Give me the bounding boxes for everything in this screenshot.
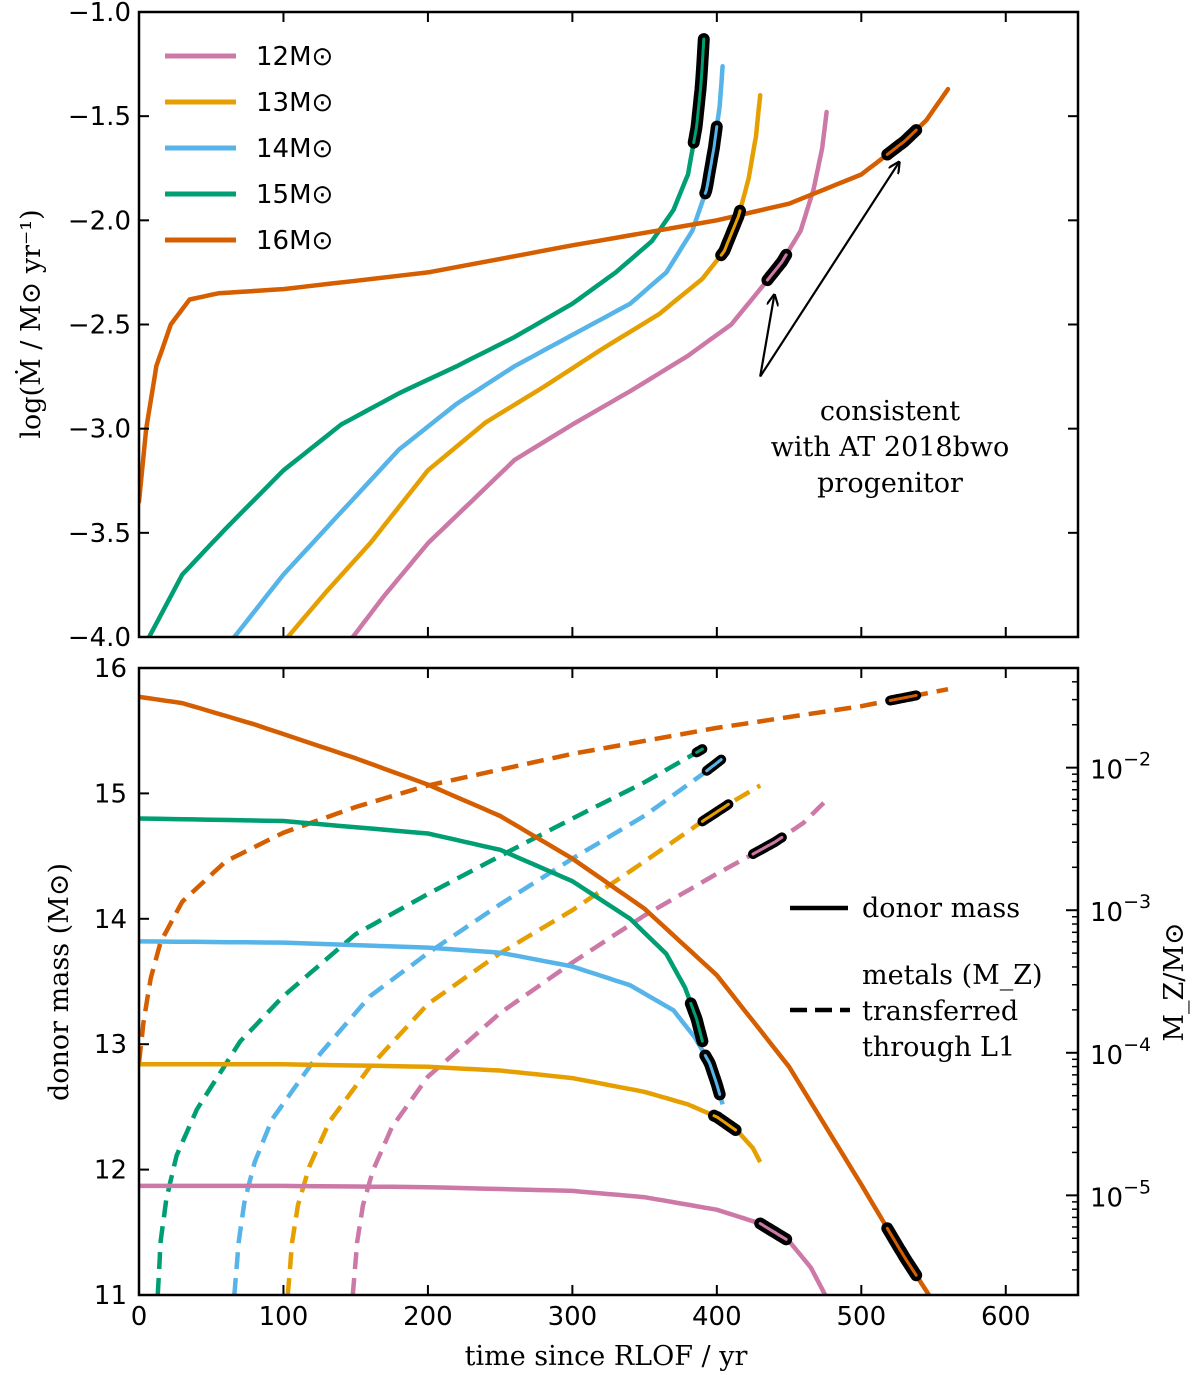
bottom-plot-frame [137,666,1080,1297]
top-ytick-label-0: −4.0 [68,623,131,653]
annotation-line-3: progenitor [817,468,963,499]
legend-label-2: 13M⊙ [256,88,333,118]
metals-highlight-core-1 [751,835,784,856]
bottom-xtick-label-6: 600 [981,1302,1031,1332]
top-ytick-label-4: −2.0 [68,206,131,236]
top-ytick-labels: −4.0 −3.5 −3.0 −2.5 −2.0 −1.5 −1.0 [68,0,131,653]
donor-mass-highlight-core-1 [758,1222,788,1241]
donor-mass-line-5 [139,694,932,1295]
top-ytick-label-3: −2.5 [68,311,131,341]
bottom-ytick-label-5: 16 [94,654,127,684]
bottom-highlight-layer [684,690,923,1282]
top-series-line-1 [350,109,829,637]
donor-mass-line-3 [139,939,725,1106]
bottom-y2tick-label-3: 10−2 [1090,749,1151,786]
bottom-xtick-labels: 0 100 200 300 400 500 600 [131,1302,1031,1332]
donor-mass-highlight-core-4 [689,1001,704,1043]
bottom-ylabel: donor mass (M⊙) [44,863,75,1101]
bottom-ytick-label-4: 15 [94,779,127,809]
bottom-xtick-label-4: 400 [692,1302,742,1332]
top-annotation: consistent with AT 2018bwo progenitor [759,162,1010,499]
annotation-line-2: with AT 2018bwo [771,432,1010,463]
top-highlight-core-4 [692,37,706,145]
legend-metals-label-3: through L1 [862,1032,1015,1063]
donor-mass-highlight-core-2 [712,1114,738,1132]
legend-metals-label-2: transferred [862,996,1018,1027]
top-ylabel: log(Ṁ / M⊙ yr⁻¹) [14,209,47,438]
bottom-y2tick-label-0: 10−5 [1090,1176,1151,1213]
metals-highlight-core-5 [888,693,918,702]
top-ytick-label-5: −1.5 [68,102,131,132]
bottom-y2tick-label-2: 10−3 [1090,891,1151,928]
bottom-xtick-label-2: 200 [403,1302,453,1332]
bottom-xtick-label-3: 300 [548,1302,598,1332]
bottom-ytick-label-0: 11 [94,1281,127,1311]
top-ytick-label-2: −3.0 [68,415,131,445]
bottom-xlabel: time since RLOF / yr [465,1341,748,1372]
top-series-layer [139,36,951,637]
top-series-line-4 [146,36,707,637]
top-highlight-core-5 [885,128,918,156]
bottom-ytick-labels: 11 12 13 14 15 16 [94,654,127,1311]
top-legend: 12M⊙ 13M⊙ 14M⊙ 15M⊙ 16M⊙ [165,42,333,256]
bottom-y2tick-labels: 10−5 10−4 10−3 10−2 [1090,749,1151,1214]
bottom-y2label: M_Z/M⊙ [1159,922,1190,1041]
donor-mass-highlight-core-5 [885,1226,918,1277]
donor-mass-line-2 [139,1062,763,1164]
metals-highlight-core-2 [700,802,730,823]
bottom-series-layer [139,686,949,1295]
annotation-arrow-2 [759,162,899,378]
annotation-arrow-1 [759,295,774,377]
bottom-ytick-label-1: 12 [94,1156,127,1186]
bottom-xtick-label-0: 0 [131,1302,148,1332]
top-highlight-core-1 [765,253,788,282]
metals-highlight-core-4 [695,747,704,754]
legend-metals-label-1: metals (M_Z) [862,960,1043,991]
metals-dashed-line-3 [232,756,724,1295]
top-ytick-label-6: −1.0 [68,0,131,28]
top-plot-frame [137,10,1080,639]
top-highlight-core-2 [719,209,742,257]
metals-highlight-core-3 [705,758,723,773]
bottom-xtick-label-1: 100 [259,1302,309,1332]
top-panel: −4.0 −3.5 −3.0 −2.5 −2.0 −1.5 −1.0 log(Ṁ / M⊙ … [14,0,1080,653]
donor-mass-line-1 [139,1183,828,1295]
top-ytick-label-1: −3.5 [68,519,131,549]
bottom-ytick-label-3: 14 [94,905,127,935]
bottom-y2tick-label-1: 10−4 [1090,1034,1151,1071]
legend-label-3: 14M⊙ [256,134,333,164]
metals-dashed-line-5 [139,686,949,1064]
top-highlight-core-3 [703,125,719,195]
top-highlight-layer [687,33,923,287]
legend-label-1: 12M⊙ [256,42,333,72]
top-series-line-2 [285,93,763,637]
legend-label-5: 16M⊙ [256,226,333,256]
donor-mass-highlight-core-3 [703,1054,722,1096]
bottom-legend: donor mass metals (M_Z) transferred thro… [790,893,1043,1063]
legend-donor-mass-label: donor mass [862,893,1020,924]
bottom-ytick-label-2: 13 [94,1030,127,1060]
bottom-xtick-label-5: 500 [836,1302,886,1332]
annotation-line-1: consistent [820,396,960,427]
legend-label-4: 15M⊙ [256,180,333,210]
